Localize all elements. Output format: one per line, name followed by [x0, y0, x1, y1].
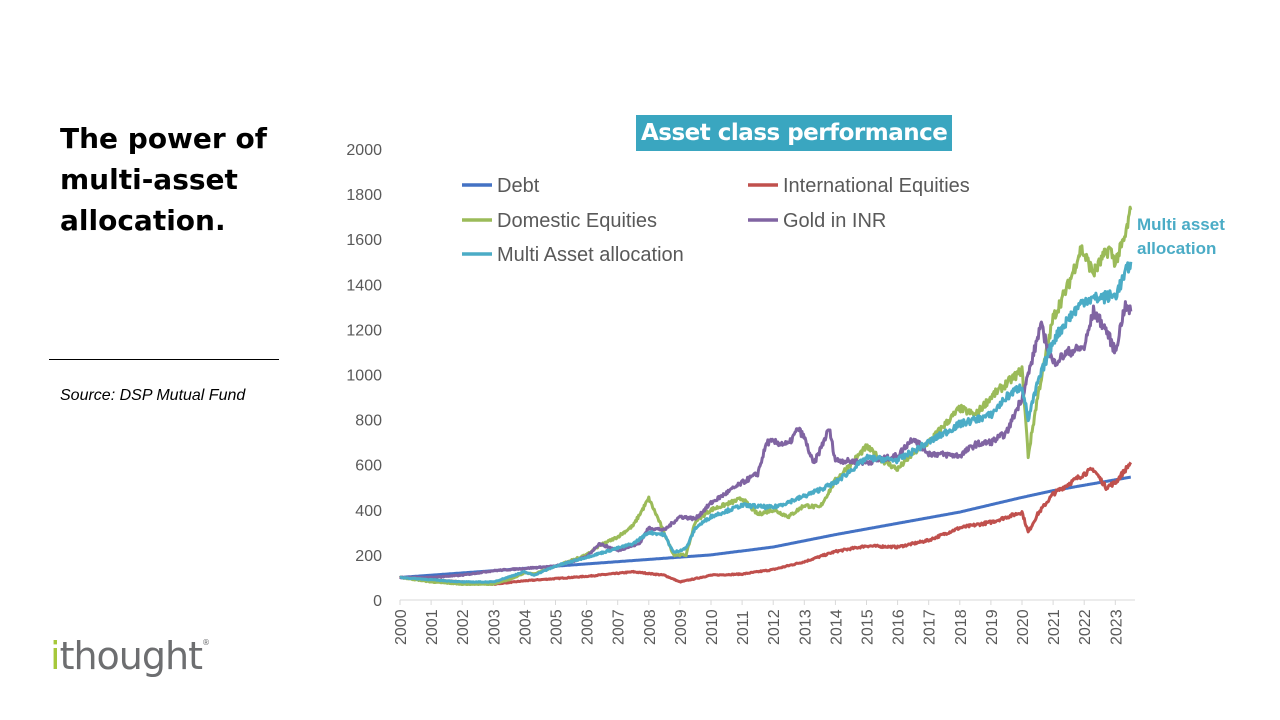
x-tick-label: 2002 — [455, 609, 472, 645]
x-tick-label: 2004 — [517, 609, 534, 645]
x-tick-label: 2007 — [611, 609, 628, 645]
x-tick-label: 2012 — [766, 609, 783, 645]
y-tick-label: 1000 — [346, 368, 382, 385]
x-tick-label: 2019 — [984, 609, 1001, 645]
y-tick-label: 1600 — [346, 232, 382, 249]
y-tick-label: 1800 — [346, 187, 382, 204]
x-tick-label: 2017 — [922, 609, 939, 645]
x-tick-label: 2023 — [1108, 609, 1125, 645]
series-line-international-equities — [398, 461, 1133, 586]
x-tick-label: 2011 — [735, 610, 752, 645]
y-tick-label: 0 — [373, 593, 382, 610]
x-tick-label: 2009 — [673, 609, 690, 645]
x-tick-label: 2001 — [424, 609, 441, 645]
x-tick-label: 2016 — [891, 609, 908, 645]
divider — [49, 359, 279, 360]
y-tick-label: 800 — [355, 413, 382, 430]
series-line-domestic-equities — [399, 205, 1133, 586]
source-note: Source: DSP Mutual Fund — [60, 387, 246, 404]
slide-headline: The power of multi-asset allocation. — [60, 122, 267, 237]
legend-label: Domestic Equities — [497, 210, 657, 232]
y-tick-label: 2000 — [346, 142, 382, 159]
annotation-line-2: allocation — [1137, 239, 1217, 258]
x-tick-label: 2022 — [1077, 609, 1094, 645]
y-tick-label: 600 — [355, 458, 382, 475]
ithought-logo: ithought® — [50, 634, 210, 678]
legend-label: Gold in INR — [783, 210, 886, 232]
legend-label: Debt — [497, 175, 540, 197]
x-tick-label: 2005 — [549, 609, 566, 645]
x-tick-label: 2008 — [642, 609, 659, 645]
x-tick-label: 2003 — [486, 609, 503, 645]
legend-label: Multi Asset allocation — [497, 244, 684, 266]
y-tick-label: 400 — [355, 503, 382, 520]
multi-asset-annotation: Multi asset allocation — [1137, 213, 1225, 261]
x-tick-label: 2021 — [1046, 609, 1063, 645]
x-tick-label: 2014 — [828, 609, 845, 645]
x-tick-label: 2010 — [704, 609, 721, 645]
x-tick-label: 2006 — [580, 609, 597, 645]
y-tick-label: 1200 — [346, 322, 382, 339]
annotation-line-1: Multi asset — [1137, 215, 1225, 234]
chart-title: Asset class performance — [636, 115, 953, 151]
legend-label: International Equities — [783, 175, 970, 197]
y-tick-label: 1400 — [346, 277, 382, 294]
series-line-gold-in-inr — [399, 300, 1133, 580]
x-tick-label: 2013 — [797, 609, 814, 645]
series-line-debt — [399, 475, 1132, 579]
series-line-multi-asset-allocation — [399, 261, 1133, 584]
x-tick-label: 2020 — [1015, 609, 1032, 645]
x-tick-label: 2000 — [393, 609, 410, 645]
y-tick-label: 200 — [355, 548, 382, 565]
x-tick-label: 2018 — [953, 609, 970, 645]
x-tick-label: 2015 — [860, 609, 877, 645]
